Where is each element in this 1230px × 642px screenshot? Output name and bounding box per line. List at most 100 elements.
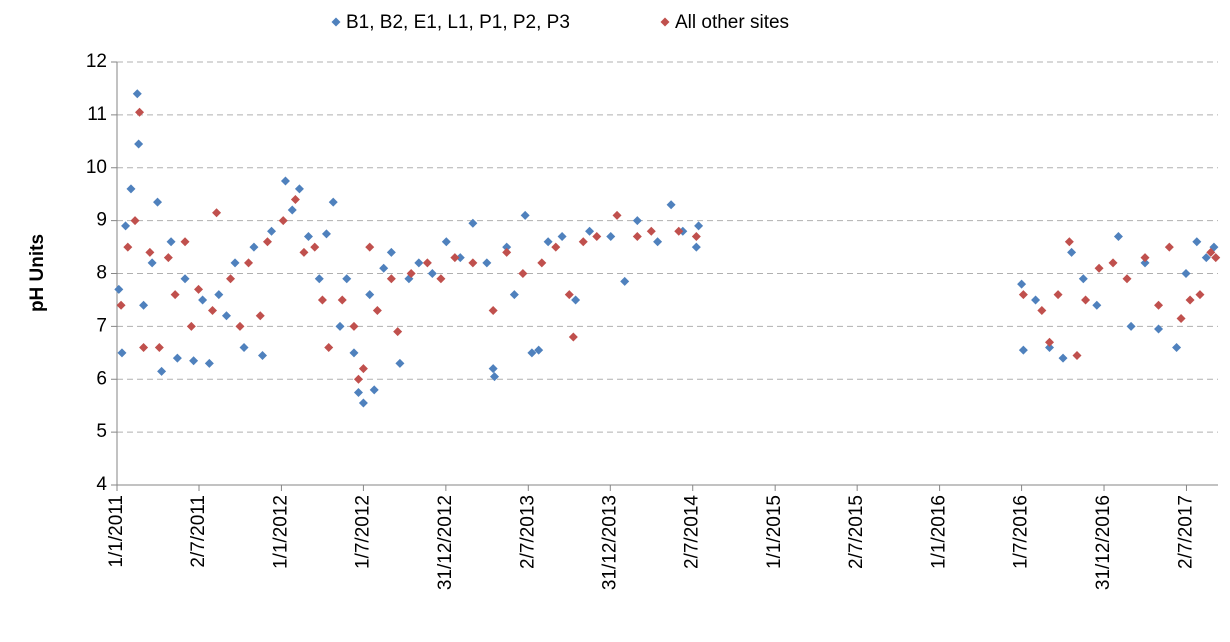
data-point — [135, 107, 145, 117]
data-point — [386, 274, 396, 284]
data-point — [198, 295, 208, 305]
data-point — [267, 226, 277, 236]
data-point — [1195, 290, 1205, 300]
data-point — [1113, 231, 1123, 241]
data-point — [324, 343, 334, 353]
data-point — [317, 295, 327, 305]
data-point — [358, 398, 368, 408]
data-point — [592, 231, 602, 241]
data-point — [632, 231, 642, 241]
data-point — [278, 216, 288, 226]
x-tick-label: 1/1/2015 — [764, 495, 785, 569]
x-tick-label: 2/7/2013 — [517, 495, 538, 569]
data-point — [490, 372, 500, 382]
x-tick-label: 1/1/2012 — [270, 495, 291, 569]
data-point — [204, 358, 214, 368]
data-point — [646, 226, 656, 236]
data-point — [1018, 290, 1028, 300]
y-tick-label: 8 — [96, 263, 107, 284]
data-point — [335, 321, 345, 331]
data-point — [123, 242, 133, 252]
data-point — [208, 306, 218, 316]
data-point — [1031, 295, 1041, 305]
x-tick-label: 1/1/2011 — [106, 495, 127, 568]
data-point — [543, 237, 553, 247]
data-point — [606, 231, 616, 241]
data-point — [226, 274, 236, 284]
data-point — [571, 295, 581, 305]
data-point — [126, 184, 136, 194]
y-tick-label: 4 — [96, 474, 107, 495]
y-axis-label: pH Units — [27, 234, 48, 312]
data-point — [353, 374, 363, 384]
data-point — [349, 348, 359, 358]
data-point — [1211, 253, 1221, 263]
data-point — [568, 332, 578, 342]
data-point — [1181, 269, 1191, 278]
data-point — [1122, 274, 1132, 284]
x-tick-label: 2/7/2011 — [188, 495, 209, 568]
data-point — [468, 258, 478, 268]
y-tick-label: 5 — [96, 421, 107, 442]
data-point — [386, 247, 396, 257]
y-tick-label: 7 — [96, 315, 107, 336]
data-point — [1067, 247, 1077, 257]
data-point — [170, 290, 180, 300]
data-point — [520, 210, 530, 220]
data-point — [455, 253, 465, 263]
data-point — [287, 205, 297, 215]
data-point — [147, 258, 157, 268]
y-tick-label: 11 — [87, 104, 107, 125]
data-point — [172, 353, 182, 363]
data-point — [450, 253, 460, 263]
data-point — [145, 247, 155, 257]
x-tick-label: 31/12/2012 — [435, 495, 456, 590]
data-point — [212, 208, 222, 218]
x-tick-label: 31/12/2016 — [1093, 495, 1114, 590]
x-tick-label: 1/7/2012 — [352, 495, 373, 569]
x-tick-label: 1/1/2016 — [929, 495, 950, 569]
data-point — [674, 226, 684, 236]
data-point — [239, 343, 249, 353]
x-tick-label: 2/7/2017 — [1175, 495, 1196, 569]
data-point — [1058, 353, 1068, 363]
data-point — [314, 274, 324, 284]
data-point — [321, 229, 331, 239]
data-point — [180, 274, 190, 284]
data-point — [294, 184, 304, 194]
data-point — [280, 176, 290, 186]
data-point — [1206, 247, 1216, 257]
data-point — [249, 242, 259, 252]
data-point — [214, 290, 224, 300]
data-point — [342, 274, 352, 284]
data-point — [1108, 258, 1118, 268]
data-point — [303, 231, 313, 241]
data-point — [235, 321, 245, 331]
data-point — [230, 258, 240, 268]
data-point — [632, 216, 642, 226]
data-point — [114, 284, 124, 294]
data-point — [134, 139, 144, 149]
data-point — [1017, 279, 1027, 289]
data-point — [422, 258, 432, 268]
data-point — [353, 387, 363, 397]
data-point — [518, 269, 528, 278]
y-tick-label: 10 — [86, 157, 107, 178]
data-point — [139, 300, 149, 310]
x-tick-label: 1/7/2016 — [1011, 495, 1032, 569]
data-point — [154, 343, 164, 353]
data-point — [153, 197, 163, 207]
data-point — [1192, 237, 1202, 247]
data-point — [130, 216, 140, 226]
data-point — [379, 263, 389, 273]
data-point — [1154, 300, 1164, 310]
data-point — [1045, 337, 1055, 347]
data-point — [1092, 300, 1102, 310]
data-point — [290, 194, 300, 204]
data-point — [166, 237, 176, 247]
data-point — [310, 242, 320, 252]
legend-marker — [331, 17, 341, 27]
data-point — [468, 218, 478, 228]
data-point — [262, 237, 272, 247]
